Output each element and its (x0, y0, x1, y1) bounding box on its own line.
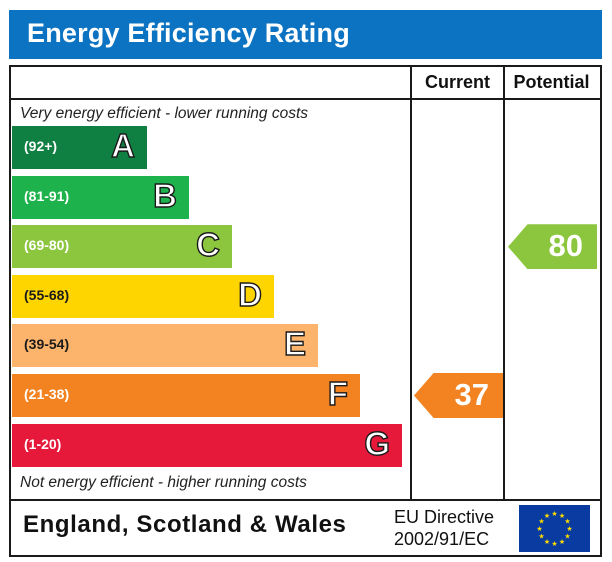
potential-rating-value: 80 (548, 228, 583, 264)
current-rating-arrow: 37 (414, 373, 503, 418)
directive-line-2: 2002/91/EC (394, 529, 490, 549)
eu-star-icon: ★ (566, 525, 572, 533)
band-letter: F (327, 374, 349, 412)
header-divider (9, 98, 600, 100)
band-f: (21-38) F (12, 374, 360, 417)
band-range-label: (39-54) (24, 336, 70, 353)
eu-star-icon: ★ (538, 518, 544, 526)
eu-star-icon: ★ (551, 540, 557, 548)
eu-star-icon: ★ (544, 512, 550, 520)
potential-column-header: Potential (513, 72, 590, 92)
potential-rating-arrow: 80 (508, 224, 597, 270)
band-letter: E (283, 325, 306, 363)
band-d: (55-68) D (12, 274, 274, 318)
band-range-label: (92+) (24, 138, 58, 154)
eu-flag-icon: ★ ★ ★ ★ ★ ★ ★ ★ ★ ★ ★ ★ (519, 505, 590, 552)
directive-line-1: EU Directive (394, 507, 495, 527)
band-range-label: (55-68) (24, 286, 70, 303)
band-c: (69-80) C (12, 225, 232, 269)
band-letter: A (110, 126, 135, 164)
potential-column-divider (503, 65, 505, 501)
band-letter: B (152, 176, 177, 214)
chart-title: Energy Efficiency Rating (27, 18, 350, 48)
band-g: (1-20) G (12, 423, 402, 467)
band-range-label: (81-91) (24, 187, 70, 204)
band-range-label: (1-20) (24, 435, 62, 452)
bottom-note: Not energy efficient - higher running co… (20, 474, 307, 491)
band-e: (39-54) E (12, 324, 318, 368)
band-range-label: (21-38) (24, 386, 70, 402)
eu-star-icon: ★ (559, 512, 565, 520)
footer-region: England, Scotland & Wales (23, 511, 347, 538)
top-note: Very energy efficient - lower running co… (20, 105, 309, 122)
eu-star-icon: ★ (559, 538, 565, 546)
band-range-label: (69-80) (24, 237, 70, 254)
rating-frame (9, 65, 602, 557)
eu-star-icon: ★ (544, 538, 550, 546)
band-a: (92+) A (12, 126, 147, 169)
title-bar: Energy Efficiency Rating (9, 10, 602, 59)
band-letter: C (195, 225, 220, 264)
eu-star-icon: ★ (551, 510, 557, 518)
eu-star-icon: ★ (564, 518, 570, 526)
band-letter: D (237, 275, 262, 313)
band-b: (81-91) B (12, 175, 189, 219)
footer-divider (9, 499, 600, 501)
current-column-divider (410, 65, 412, 501)
eu-star-icon: ★ (538, 533, 544, 541)
current-column-header: Current (424, 72, 490, 92)
band-letter: G (364, 424, 391, 462)
eu-star-icon: ★ (564, 533, 570, 541)
eu-star-icon: ★ (536, 525, 542, 533)
current-rating-value: 37 (454, 377, 489, 412)
